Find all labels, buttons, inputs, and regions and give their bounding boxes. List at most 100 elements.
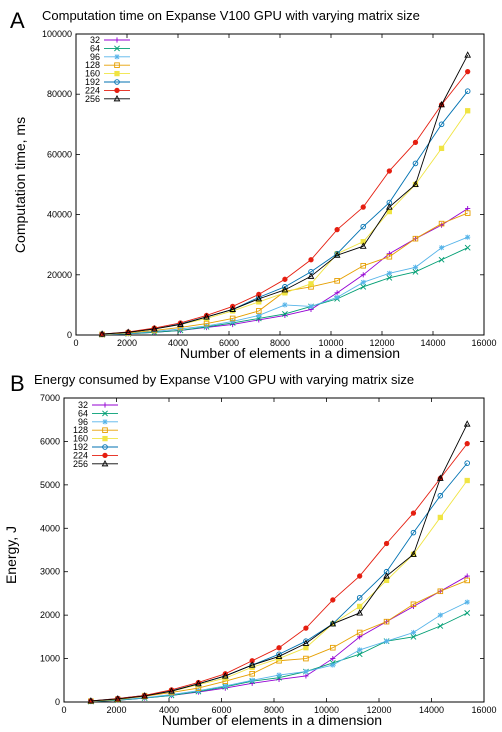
legend-label: 192: [85, 77, 100, 87]
data-point: [177, 320, 184, 327]
legend-label: 64: [90, 43, 100, 53]
y-tick-label: 3000: [40, 567, 60, 577]
series-128: [88, 577, 470, 704]
data-point: [465, 68, 471, 75]
data-point: [356, 629, 363, 636]
legend-marker: [114, 79, 120, 85]
legend-label: 32: [78, 400, 88, 410]
legend-marker: [114, 54, 120, 60]
y-tick-label: 7000: [40, 393, 60, 403]
y-tick-label: 0: [67, 330, 72, 340]
data-point: [276, 672, 282, 678]
series-line-192: [102, 90, 469, 335]
y-axis-label: Computation time, ms: [12, 117, 28, 253]
data-point: [281, 311, 288, 317]
data-point: [463, 420, 471, 427]
data-point: [221, 672, 229, 679]
data-point: [330, 662, 336, 668]
data-point: [464, 88, 471, 94]
legend-marker: [114, 70, 120, 77]
legend-marker: [102, 419, 108, 425]
data-point: [360, 262, 367, 269]
y-tick-label: 40000: [47, 210, 72, 220]
x-tick-label: 2000: [117, 338, 137, 348]
data-point: [412, 139, 419, 146]
data-point: [412, 160, 419, 167]
legend-label: 128: [73, 425, 88, 435]
legend-label: 256: [85, 94, 100, 104]
x-tick-label: 6000: [211, 705, 231, 715]
data-point: [464, 440, 470, 447]
y-tick-label: 5000: [40, 480, 60, 490]
x-tick-label: 12000: [366, 705, 391, 715]
legend-marker: [102, 402, 108, 408]
data-point: [308, 303, 314, 310]
data-point: [334, 278, 340, 284]
data-point: [412, 264, 419, 270]
data-point: [464, 51, 472, 58]
data-point: [465, 234, 471, 240]
data-point: [334, 294, 340, 300]
legend-label: 32: [90, 35, 100, 45]
legend-marker: [102, 452, 108, 459]
data-point: [248, 661, 256, 668]
data-point: [230, 318, 236, 325]
data-point: [357, 573, 363, 579]
data-point: [255, 308, 262, 314]
data-point: [386, 168, 392, 174]
series-224: [88, 440, 470, 704]
chart-panel-energy: B Energy consumed by Expanse V100 GPU wi…: [3, 371, 497, 728]
data-point: [330, 655, 336, 662]
data-point: [438, 100, 445, 108]
legend-marker: [102, 410, 108, 417]
data-point: [410, 629, 417, 636]
data-point: [360, 204, 366, 210]
data-point: [464, 577, 470, 584]
series-224: [99, 68, 471, 337]
data-point: [383, 572, 390, 579]
data-point: [385, 203, 393, 210]
data-point: [412, 268, 419, 275]
data-point: [141, 692, 148, 699]
data-point: [330, 597, 336, 603]
data-point: [464, 210, 471, 216]
data-point: [334, 250, 340, 257]
series-line-192: [90, 462, 468, 702]
x-tick-label: 16000: [471, 338, 496, 348]
data-point: [282, 302, 288, 308]
legend-label: 160: [73, 434, 88, 444]
data-point: [464, 477, 470, 484]
y-tick-label: 6000: [40, 436, 60, 446]
legend-marker: [114, 62, 120, 68]
series-line-256: [90, 423, 468, 702]
data-point: [303, 669, 309, 675]
data-point: [282, 290, 288, 296]
data-point: [229, 305, 237, 312]
data-point: [410, 550, 417, 557]
series-256: [98, 51, 472, 337]
data-point: [229, 315, 236, 322]
y-tick-label: 20000: [47, 270, 72, 280]
x-axis-label: Number of elements in a dimension: [180, 345, 400, 361]
data-point: [438, 256, 445, 263]
data-point: [386, 251, 392, 257]
series-line-128: [90, 579, 468, 702]
data-point: [203, 313, 210, 320]
series-192: [88, 460, 470, 704]
data-point: [437, 514, 443, 521]
legend-marker: [101, 459, 109, 467]
y-tick-label: 2000: [40, 610, 60, 620]
y-tick-label: 80000: [47, 89, 72, 99]
data-point: [303, 645, 309, 651]
data-point: [438, 245, 445, 251]
data-point: [410, 633, 417, 640]
data-point: [357, 647, 363, 653]
y-tick-label: 1000: [40, 654, 60, 664]
data-point: [87, 697, 95, 704]
data-point: [356, 651, 363, 658]
x-tick-label: 4000: [168, 338, 188, 348]
data-point: [357, 603, 363, 610]
data-point: [437, 588, 444, 595]
data-point: [150, 325, 158, 332]
